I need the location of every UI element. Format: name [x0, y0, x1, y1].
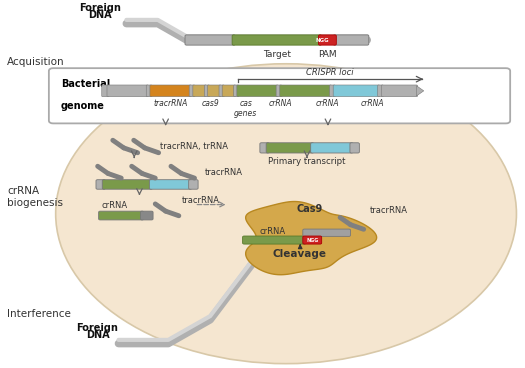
- FancyBboxPatch shape: [185, 35, 235, 45]
- Text: cas
genes: cas genes: [234, 99, 257, 118]
- FancyBboxPatch shape: [266, 143, 314, 153]
- FancyBboxPatch shape: [96, 180, 106, 189]
- FancyBboxPatch shape: [150, 180, 192, 189]
- Polygon shape: [246, 202, 376, 275]
- FancyBboxPatch shape: [207, 85, 221, 97]
- Text: Target: Target: [262, 50, 291, 59]
- FancyBboxPatch shape: [102, 85, 109, 97]
- FancyBboxPatch shape: [193, 85, 206, 97]
- Text: Foreign: Foreign: [77, 323, 119, 333]
- Text: genome: genome: [61, 101, 105, 111]
- FancyBboxPatch shape: [276, 85, 282, 97]
- FancyBboxPatch shape: [49, 68, 510, 123]
- FancyBboxPatch shape: [189, 85, 195, 97]
- FancyBboxPatch shape: [311, 143, 353, 153]
- FancyBboxPatch shape: [204, 85, 209, 97]
- Text: Bacterial: Bacterial: [61, 79, 110, 89]
- Text: tracrRNA: tracrRNA: [370, 206, 408, 215]
- FancyBboxPatch shape: [260, 143, 269, 153]
- Polygon shape: [416, 86, 424, 96]
- Text: crRNA: crRNA: [316, 99, 340, 108]
- Text: Cleavage: Cleavage: [272, 249, 326, 259]
- Text: crRNA
biogenesis: crRNA biogenesis: [7, 187, 63, 208]
- Text: tracrRNA: tracrRNA: [154, 99, 188, 108]
- FancyBboxPatch shape: [303, 229, 351, 236]
- Text: crRNA: crRNA: [260, 227, 286, 237]
- Text: tracrRNA: tracrRNA: [181, 197, 219, 205]
- FancyBboxPatch shape: [319, 35, 337, 45]
- Text: Interference: Interference: [7, 309, 71, 319]
- FancyBboxPatch shape: [381, 85, 417, 97]
- FancyBboxPatch shape: [107, 85, 149, 97]
- Text: crRNA: crRNA: [269, 99, 292, 108]
- FancyBboxPatch shape: [377, 85, 383, 97]
- FancyBboxPatch shape: [99, 211, 144, 220]
- FancyBboxPatch shape: [150, 85, 191, 97]
- FancyBboxPatch shape: [333, 85, 380, 97]
- FancyBboxPatch shape: [333, 35, 369, 45]
- FancyBboxPatch shape: [219, 85, 224, 97]
- FancyBboxPatch shape: [350, 143, 360, 153]
- FancyBboxPatch shape: [243, 236, 306, 244]
- Text: NGG: NGG: [316, 38, 329, 43]
- FancyBboxPatch shape: [303, 236, 322, 244]
- FancyBboxPatch shape: [141, 211, 153, 220]
- Text: cas9: cas9: [201, 99, 219, 108]
- Text: PAM: PAM: [318, 50, 337, 59]
- Text: crRNA: crRNA: [361, 99, 384, 108]
- Text: Acquisition: Acquisition: [7, 57, 65, 67]
- FancyBboxPatch shape: [237, 85, 278, 97]
- Text: Cas9: Cas9: [297, 204, 323, 214]
- Text: NGG: NGG: [306, 237, 318, 243]
- Text: DNA: DNA: [86, 330, 109, 340]
- Text: Foreign: Foreign: [79, 3, 121, 13]
- FancyBboxPatch shape: [232, 35, 322, 45]
- Text: DNA: DNA: [88, 10, 112, 20]
- FancyBboxPatch shape: [222, 85, 236, 97]
- FancyBboxPatch shape: [146, 85, 152, 97]
- FancyBboxPatch shape: [330, 85, 335, 97]
- Text: crRNA: crRNA: [102, 201, 128, 210]
- FancyBboxPatch shape: [188, 180, 198, 189]
- FancyBboxPatch shape: [102, 180, 153, 189]
- Text: tracrRNA: tracrRNA: [205, 168, 243, 177]
- Text: Primary transcript: Primary transcript: [268, 157, 346, 166]
- Text: tracrRNA, trRNA: tracrRNA, trRNA: [161, 142, 228, 151]
- FancyBboxPatch shape: [280, 85, 332, 97]
- FancyBboxPatch shape: [234, 85, 239, 97]
- Ellipse shape: [56, 64, 517, 364]
- Text: CRISPR loci: CRISPR loci: [306, 68, 354, 77]
